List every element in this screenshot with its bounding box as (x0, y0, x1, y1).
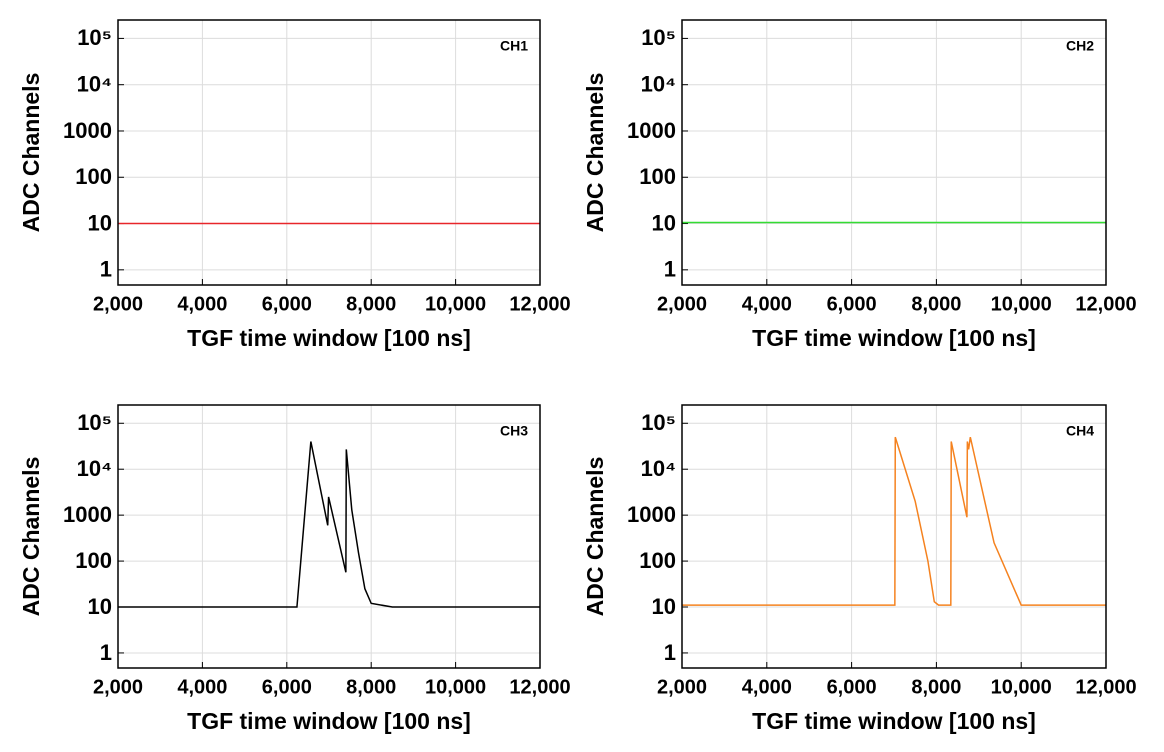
y-tick-label: 10⁵ (77, 410, 112, 435)
y-tick-label: 10 (652, 210, 676, 235)
x-tick-label: 10,000 (425, 293, 486, 315)
y-axis-label: ADC Channels (18, 73, 44, 233)
x-axis-label: TGF time window [100 ns] (187, 325, 471, 351)
x-tick-label: 6,000 (262, 676, 312, 698)
x-tick-label: 8,000 (346, 676, 396, 698)
y-tick-label: 1 (100, 257, 112, 282)
y-tick-label: 10⁵ (641, 25, 676, 50)
plot-frame (681, 404, 1107, 669)
x-tick-label: 8,000 (911, 293, 961, 315)
y-axis-label: ADC Channels (18, 457, 44, 617)
x-axis-label: TGF time window [100 ns] (752, 708, 1036, 734)
y-tick-label: 10⁴ (641, 72, 676, 97)
panel: 1 10 100 1000 10⁴ 10⁵ 2,000 4,000 6,000 8,000 10,0… (582, 404, 1137, 734)
x-tick-label: 4,000 (177, 676, 227, 698)
x-tick-label: 10,000 (425, 676, 486, 698)
channel-label: CH2 (1066, 38, 1094, 54)
y-axis-label: ADC Channels (582, 73, 608, 233)
y-tick-label: 10⁵ (77, 25, 112, 50)
x-tick-label: 12,000 (509, 293, 570, 315)
y-tick-label: 1000 (627, 502, 676, 527)
x-tick-label: 6,000 (262, 293, 312, 315)
x-tick-label: 10,000 (991, 676, 1052, 698)
y-tick-label: 1 (664, 640, 676, 665)
y-tick-label: 1 (664, 257, 676, 282)
panel: 1 10 100 1000 10⁴ 10⁵ 2,000 4,000 6,000 8,000 10,0… (582, 19, 1137, 351)
data-line (682, 436, 1106, 606)
x-tick-label: 4,000 (177, 293, 227, 315)
x-tick-label: 2,000 (657, 676, 707, 698)
x-tick-label: 4,000 (742, 676, 792, 698)
y-tick-label: 100 (639, 548, 676, 573)
channel-label: CH4 (1066, 423, 1094, 439)
x-tick-label: 12,000 (509, 676, 570, 698)
y-tick-label: 100 (639, 164, 676, 189)
y-tick-label: 10 (652, 594, 676, 619)
plot-frame (117, 404, 541, 669)
x-tick-label: 6,000 (827, 293, 877, 315)
x-tick-label: 2,000 (93, 676, 143, 698)
x-tick-label: 8,000 (911, 676, 961, 698)
data-line (118, 441, 540, 608)
panel: 1 10 100 1000 10⁴ 10⁵ 2,000 4,000 6,000 8,000 10,0… (18, 19, 571, 351)
y-tick-label: 1000 (63, 502, 112, 527)
y-tick-label: 1 (100, 640, 112, 665)
x-tick-label: 10,000 (991, 293, 1052, 315)
y-tick-label: 10⁴ (77, 456, 112, 481)
x-tick-label: 6,000 (827, 676, 877, 698)
y-tick-label: 10⁵ (641, 410, 676, 435)
panel: 1 10 100 1000 10⁴ 10⁵ 2,000 4,000 6,000 8,000 10,0… (18, 404, 571, 734)
y-tick-label: 100 (75, 164, 112, 189)
plot-frame (681, 19, 1107, 286)
x-tick-label: 12,000 (1075, 676, 1136, 698)
x-tick-label: 8,000 (346, 293, 396, 315)
y-tick-label: 10 (88, 210, 112, 235)
y-tick-label: 10 (88, 594, 112, 619)
plot-frame (117, 19, 541, 286)
x-tick-label: 4,000 (742, 293, 792, 315)
x-tick-label: 2,000 (657, 293, 707, 315)
y-tick-label: 10⁴ (641, 456, 676, 481)
x-axis-label: TGF time window [100 ns] (752, 325, 1036, 351)
channel-label: CH3 (500, 423, 528, 439)
x-axis-label: TGF time window [100 ns] (187, 708, 471, 734)
x-tick-label: 12,000 (1075, 293, 1136, 315)
y-axis-label: ADC Channels (582, 457, 608, 617)
y-tick-label: 1000 (63, 118, 112, 143)
x-tick-label: 2,000 (93, 293, 143, 315)
channel-label: CH1 (500, 38, 528, 54)
y-tick-label: 1000 (627, 118, 676, 143)
y-tick-label: 100 (75, 548, 112, 573)
y-tick-label: 10⁴ (77, 72, 112, 97)
